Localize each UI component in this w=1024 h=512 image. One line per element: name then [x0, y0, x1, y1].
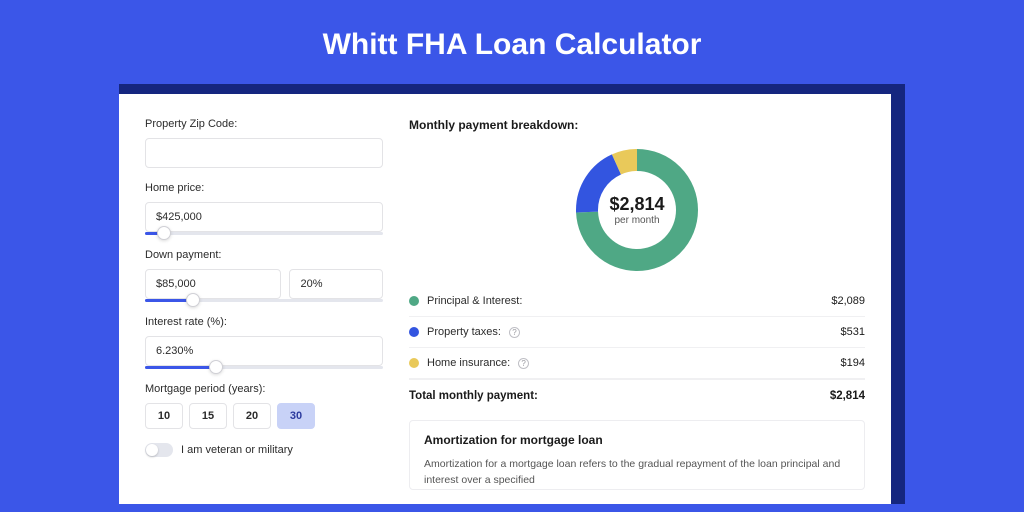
legend-val-principal: $2,089	[831, 295, 865, 307]
interest-label: Interest rate (%):	[145, 316, 383, 328]
donut-wrap: $2,814 per month	[409, 144, 865, 286]
total-value: $2,814	[830, 390, 865, 402]
legend-row-taxes: Property taxes: ? $531	[409, 317, 865, 348]
info-icon[interactable]: ?	[509, 327, 520, 338]
period-buttons: 10 15 20 30	[145, 403, 383, 429]
down-payment-amount-input[interactable]	[145, 269, 281, 299]
home-price-slider-handle[interactable]	[157, 226, 171, 240]
amortization-box: Amortization for mortgage loan Amortizat…	[409, 420, 865, 490]
home-price-field-group: Home price:	[145, 182, 383, 235]
card-shadow: Property Zip Code: Home price: Down paym…	[119, 84, 905, 504]
payment-donut-chart: $2,814 per month	[575, 148, 699, 272]
down-payment-pct-input[interactable]	[289, 269, 383, 299]
interest-slider-fill	[145, 366, 216, 369]
zip-label: Property Zip Code:	[145, 118, 383, 130]
legend-label-insurance: Home insurance:	[427, 357, 510, 369]
dot-taxes	[409, 327, 419, 337]
period-btn-20[interactable]: 20	[233, 403, 271, 429]
calculator-card: Property Zip Code: Home price: Down paym…	[119, 94, 891, 504]
page-title: Whitt FHA Loan Calculator	[0, 0, 1024, 84]
breakdown-title: Monthly payment breakdown:	[409, 118, 865, 132]
down-payment-slider-handle[interactable]	[186, 293, 200, 307]
home-price-input[interactable]	[145, 202, 383, 232]
veteran-label: I am veteran or military	[181, 444, 293, 456]
period-btn-10[interactable]: 10	[145, 403, 183, 429]
total-label: Total monthly payment:	[409, 390, 538, 402]
total-row: Total monthly payment: $2,814	[409, 379, 865, 414]
amortization-title: Amortization for mortgage loan	[424, 433, 850, 447]
veteran-toggle-row: I am veteran or military	[145, 443, 383, 457]
down-payment-field-group: Down payment:	[145, 249, 383, 302]
period-btn-30[interactable]: 30	[277, 403, 315, 429]
down-payment-slider[interactable]	[145, 299, 383, 302]
legend-label-taxes: Property taxes:	[427, 326, 501, 338]
donut-sub: per month	[614, 215, 659, 226]
info-icon[interactable]: ?	[518, 358, 529, 369]
veteran-toggle[interactable]	[145, 443, 173, 457]
dot-insurance	[409, 358, 419, 368]
donut-center: $2,814 per month	[575, 148, 699, 272]
donut-amount: $2,814	[609, 194, 664, 215]
dot-principal	[409, 296, 419, 306]
period-field-group: Mortgage period (years): 10 15 20 30	[145, 383, 383, 429]
down-payment-label: Down payment:	[145, 249, 383, 261]
zip-input[interactable]	[145, 138, 383, 168]
form-panel: Property Zip Code: Home price: Down paym…	[145, 118, 383, 504]
amortization-text: Amortization for a mortgage loan refers …	[424, 457, 850, 489]
legend-label-principal: Principal & Interest:	[427, 295, 522, 307]
breakdown-panel: Monthly payment breakdown: $2,814 per mo…	[409, 118, 865, 504]
legend-val-insurance: $194	[841, 357, 865, 369]
legend-row-insurance: Home insurance: ? $194	[409, 348, 865, 379]
home-price-label: Home price:	[145, 182, 383, 194]
interest-field-group: Interest rate (%):	[145, 316, 383, 369]
interest-slider-handle[interactable]	[209, 360, 223, 374]
interest-slider[interactable]	[145, 366, 383, 369]
legend-val-taxes: $531	[841, 326, 865, 338]
period-btn-15[interactable]: 15	[189, 403, 227, 429]
home-price-slider[interactable]	[145, 232, 383, 235]
period-label: Mortgage period (years):	[145, 383, 383, 395]
legend-row-principal: Principal & Interest: $2,089	[409, 286, 865, 317]
interest-input[interactable]	[145, 336, 383, 366]
zip-field-group: Property Zip Code:	[145, 118, 383, 168]
